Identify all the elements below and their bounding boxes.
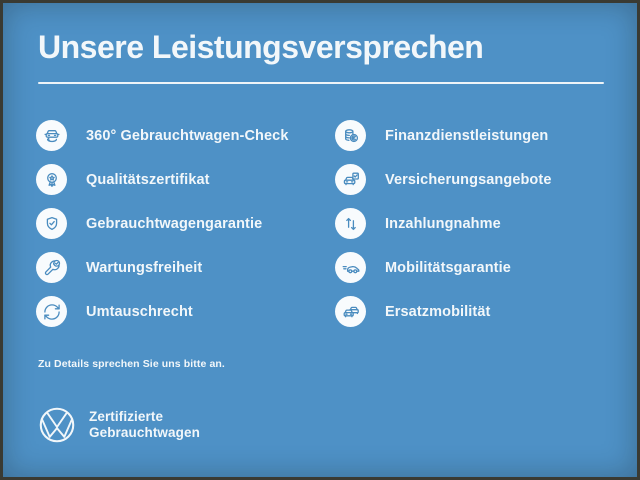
shield-check-icon [36, 208, 67, 239]
list-item: Qualitätszertifikat [36, 164, 321, 195]
list-item: Gebrauchtwagengarantie [36, 208, 321, 239]
promise-label: Gebrauchtwagengarantie [86, 215, 263, 232]
promise-label: Finanzdienstleistungen [385, 127, 549, 144]
promise-column-right: Finanzdienstleistungen Versicherungsange… [335, 120, 620, 340]
promise-label: Mobilitätsgarantie [385, 259, 511, 276]
two-cars-icon [335, 296, 366, 327]
list-item: Ersatzmobilität [335, 296, 620, 327]
list-item: Mobilitätsgarantie [335, 252, 620, 283]
promise-column-left: 360° Gebrauchtwagen-Check Qualitätszerti… [36, 120, 321, 340]
car-document-icon [335, 164, 366, 195]
promise-label: Umtauschrecht [86, 303, 193, 320]
vw-logo-icon [39, 407, 75, 443]
list-item: 360° Gebrauchtwagen-Check [36, 120, 321, 151]
car-360-icon [36, 120, 67, 151]
brand-block: Zertifizierte Gebrauchtwagen [38, 406, 200, 444]
list-item: Versicherungsangebote [335, 164, 620, 195]
medal-icon [36, 164, 67, 195]
wrench-check-icon [36, 252, 67, 283]
promise-label: Qualitätszertifikat [86, 171, 210, 188]
details-note: Zu Details sprechen Sie uns bitte an. [38, 358, 225, 370]
list-item: Wartungsfreiheit [36, 252, 321, 283]
exchange-arrows-icon [36, 296, 67, 327]
brand-text: Zertifizierte Gebrauchtwagen [89, 409, 200, 442]
title-divider [38, 82, 604, 84]
list-item: Inzahlungnahme [335, 208, 620, 239]
brand-line1: Zertifizierte [89, 408, 164, 424]
page-title: Unsere Leistungsversprechen [38, 29, 484, 65]
promise-label: Versicherungsangebote [385, 171, 552, 188]
car-motion-icon [335, 252, 366, 283]
list-item: Umtauschrecht [36, 296, 321, 327]
arrows-up-down-icon [335, 208, 366, 239]
promise-label: 360° Gebrauchtwagen-Check [86, 127, 289, 144]
list-item: Finanzdienstleistungen [335, 120, 620, 151]
promise-label: Inzahlungnahme [385, 215, 501, 232]
brand-line2: Gebrauchtwagen [89, 425, 200, 440]
promise-label: Wartungsfreiheit [86, 259, 203, 276]
coins-euro-icon [335, 120, 366, 151]
promise-label: Ersatzmobilität [385, 303, 491, 320]
